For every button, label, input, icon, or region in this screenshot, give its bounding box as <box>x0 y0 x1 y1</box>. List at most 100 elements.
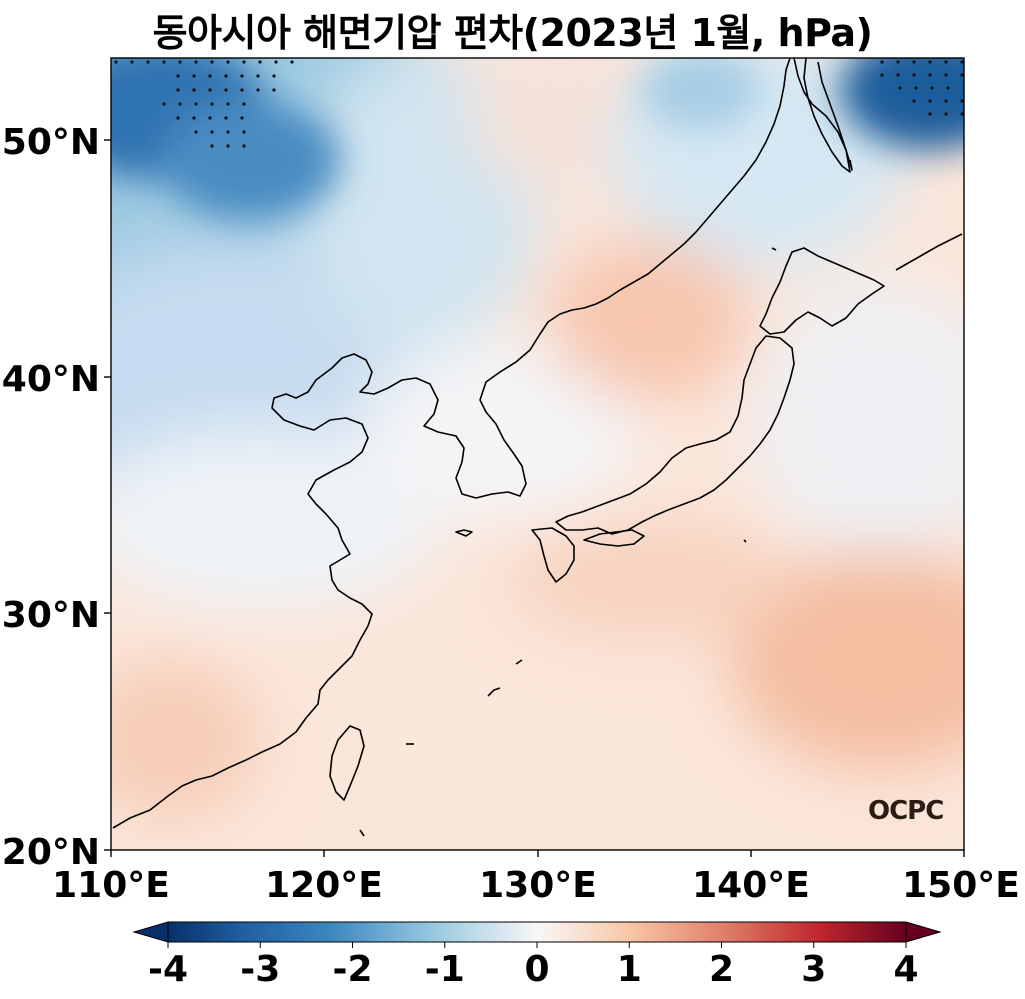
colorbar-label: -2 <box>333 949 373 990</box>
stipple-dot <box>208 74 212 78</box>
stipple-dot <box>224 116 228 120</box>
coastline-shikoku <box>583 529 645 547</box>
stipple-dot <box>194 102 198 106</box>
stipple-dot <box>290 60 294 64</box>
coastline-taiwan <box>329 725 365 801</box>
coastline-sakhalin <box>803 58 851 173</box>
stipple-dot <box>912 99 916 103</box>
colorbar-label: -3 <box>240 949 280 990</box>
stipple-dot <box>192 88 196 92</box>
stipple-dot <box>880 60 884 64</box>
stipple-dot <box>256 74 260 78</box>
stipple-dot <box>162 60 166 64</box>
lat-label-50: 50°N <box>2 122 100 163</box>
stipple-dot <box>242 144 246 148</box>
lon-label-120: 120°E <box>265 865 383 906</box>
stipple-dot <box>176 88 180 92</box>
lat-label-40: 40°N <box>2 359 100 400</box>
stipple-dot <box>960 112 964 116</box>
stipple-dot <box>912 60 916 64</box>
colorbar-label: 0 <box>524 949 549 990</box>
stipple-dot <box>960 60 964 64</box>
colorbar-label: 1 <box>617 949 642 990</box>
stipple-dot <box>256 88 260 92</box>
lon-label-150: 150°E <box>902 865 1020 906</box>
stipple-dot <box>194 60 198 64</box>
stipple-dot <box>240 88 244 92</box>
stipple-dot <box>258 60 262 64</box>
stipple-dot <box>242 102 246 106</box>
lon-label-130: 130°E <box>479 865 597 906</box>
stipple-dot <box>178 60 182 64</box>
colorbar-label: 4 <box>893 949 918 990</box>
stipple-dot <box>240 116 244 120</box>
stipple-dot <box>944 60 948 64</box>
stipple-dot <box>224 88 228 92</box>
stipple-dot <box>226 102 230 106</box>
stipple-dot <box>880 73 884 77</box>
stipple-dot <box>226 60 230 64</box>
stipple-dot <box>208 116 212 120</box>
stipple-dot <box>944 99 948 103</box>
stipple-dot <box>176 116 180 120</box>
stipple-dot <box>146 60 150 64</box>
lat-label-20: 20°N <box>2 832 100 873</box>
map-title: 동아시아 해면기압 편차(2023년 1월, hPa) <box>152 11 873 55</box>
stipple-dot <box>914 86 918 90</box>
stipple-dot <box>226 130 230 134</box>
stipple-dot <box>912 73 916 77</box>
colorbar-label: -1 <box>425 949 465 990</box>
stipple-dot <box>944 112 948 116</box>
stipple-dot <box>960 99 964 103</box>
stipple-dot <box>192 74 196 78</box>
colorbar-label: -4 <box>148 949 188 990</box>
coastline-kyushu <box>531 527 575 583</box>
coastline-honshu <box>555 335 795 535</box>
stipple-dot <box>176 74 180 78</box>
stipple-dot <box>242 130 246 134</box>
lat-label-30: 30°N <box>2 595 100 636</box>
stipple-dot <box>210 102 214 106</box>
stipple-dot <box>272 74 276 78</box>
stipple-dot <box>930 86 934 90</box>
stipple-dot <box>210 130 214 134</box>
stipple-dot <box>130 60 134 64</box>
stipple-dot <box>946 86 950 90</box>
stipple-dot <box>896 73 900 77</box>
stipple-dot <box>928 112 932 116</box>
lon-label-110: 110°E <box>52 865 170 906</box>
stipple-dot <box>210 144 214 148</box>
stipple-dot <box>960 73 964 77</box>
lon-label-140: 140°E <box>692 865 810 906</box>
stipple-dot <box>896 60 900 64</box>
coastline-hokkaido <box>759 247 885 335</box>
stipple-dot <box>162 102 166 106</box>
stipple-dot <box>114 60 118 64</box>
stipple-dot <box>928 99 932 103</box>
stipple-dot <box>226 144 230 148</box>
significance-stipple <box>114 60 964 148</box>
axis-ticks <box>104 139 965 857</box>
coastline-mainland <box>112 58 791 829</box>
stipple-dot <box>928 73 932 77</box>
stipple-dot <box>192 116 196 120</box>
coastlines <box>112 58 963 837</box>
stipple-dot <box>272 88 276 92</box>
stipple-dot <box>242 60 246 64</box>
stipple-dot <box>240 74 244 78</box>
stipple-dot <box>208 88 212 92</box>
pressure-anomaly-field <box>111 58 964 850</box>
colorbar: -4 -3 -2 -1 0 1 2 3 4 <box>132 921 942 990</box>
stipple-dot <box>224 74 228 78</box>
stipple-dot <box>898 86 902 90</box>
colorbar-label: 2 <box>709 949 734 990</box>
stipple-dot <box>274 60 278 64</box>
stipple-dot <box>944 73 948 77</box>
stipple-dot <box>194 130 198 134</box>
stipple-dot <box>178 102 182 106</box>
stipple-dot <box>210 60 214 64</box>
stipple-dot <box>928 60 932 64</box>
colorbar-label: 3 <box>801 949 826 990</box>
ocpc-logo: OCPC <box>868 796 944 826</box>
